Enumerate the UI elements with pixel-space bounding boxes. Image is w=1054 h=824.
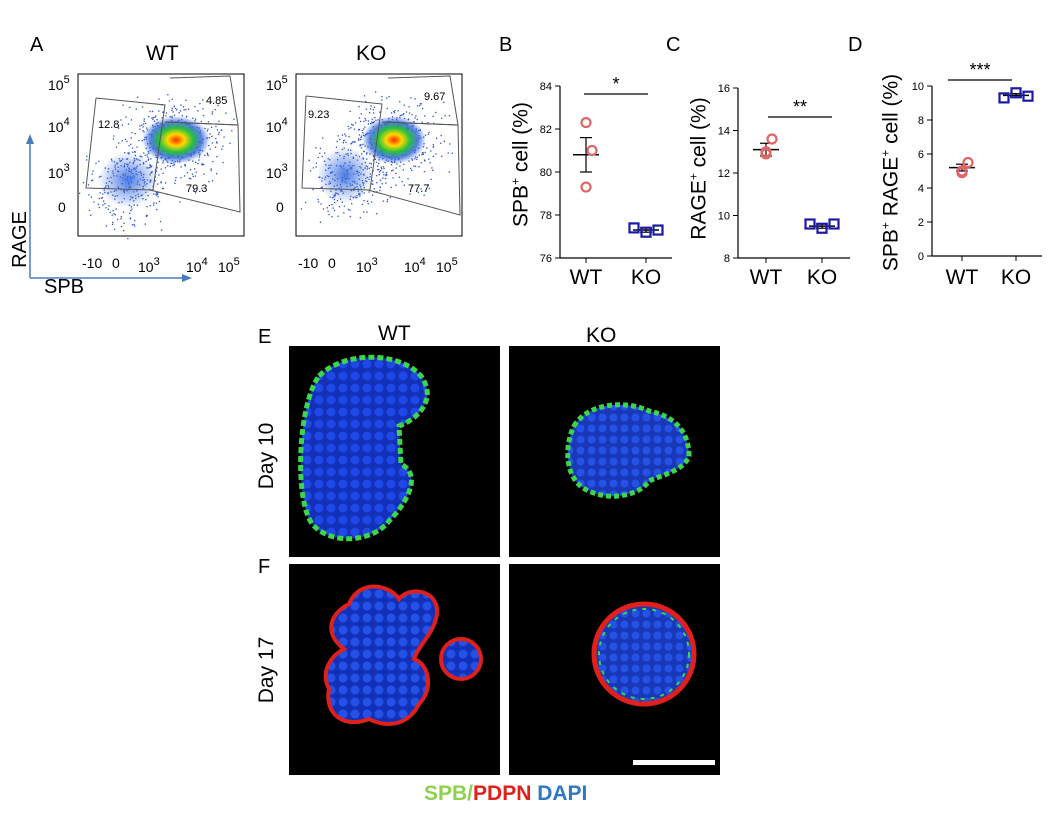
- chart-c: 8 10 12 14 16 WT KO **: [718, 83, 850, 289]
- svg-text:-10: -10: [298, 255, 318, 271]
- y-tick-label: 8: [724, 253, 730, 265]
- y-tick-label: 10: [912, 81, 924, 93]
- data-point-ko: [640, 226, 652, 238]
- y-tick-label: 14: [718, 126, 730, 138]
- spb-axis-label: SPB: [44, 276, 85, 298]
- data-point-wt: [580, 116, 592, 129]
- panel-a-label: A: [30, 34, 44, 56]
- panel-c-label: C: [666, 34, 681, 56]
- y-tick-label: 84: [540, 81, 552, 93]
- sig-label: **: [793, 97, 807, 117]
- flow-ko-title: KO: [356, 42, 387, 65]
- y-tick-label: 4: [918, 183, 924, 195]
- data-point-wt: [586, 144, 598, 157]
- y-tick-label: 8: [918, 115, 924, 127]
- day17-label-wrap: Day 17: [252, 614, 282, 724]
- x-tick-label: KO: [807, 266, 837, 289]
- x-tick-label: WT: [750, 266, 783, 289]
- data-point-wt: [962, 156, 974, 169]
- x-tick-label: KO: [1001, 266, 1031, 289]
- wt-gate-lr: 79.3: [186, 183, 207, 195]
- y-tick-label: 82: [540, 124, 552, 136]
- dot-plot-charts: 76 78 80 82 84 WT KO * 8 10 12 14 16 WT KO ** 0 2 4 6 8 10 WT K…: [540, 60, 1042, 289]
- flow-wt-title: WT: [146, 42, 179, 65]
- x-tick-label: WT: [570, 266, 603, 289]
- chart-b: 76 78 80 82 84 WT KO *: [540, 74, 672, 289]
- ko-gate-ur: 9.67: [424, 91, 445, 103]
- micro-ko-title: KO: [586, 324, 617, 347]
- data-point-wt: [766, 133, 778, 145]
- micrograph-ko-day10: [509, 346, 720, 557]
- data-point-ko: [828, 218, 840, 230]
- data-point-ko: [804, 218, 816, 230]
- flow-cytometry-panel: 12.8 4.85 79.3 9.23 9.67 77.7 1051041030…: [26, 73, 463, 282]
- micrograph-ko-day17: [509, 564, 720, 775]
- day10-label: Day 10: [255, 422, 278, 490]
- data-point-wt: [580, 181, 592, 193]
- y-tick-label: 80: [540, 167, 552, 179]
- y-tick-label: 0: [918, 251, 924, 263]
- flow-plot-ko: 9.23 9.67 77.7: [295, 73, 463, 237]
- y-tick-label: 10: [718, 211, 730, 223]
- data-point-wt: [760, 148, 772, 160]
- y-tick-label: 16: [718, 83, 730, 95]
- ko-gate-lr: 77.7: [408, 183, 429, 195]
- sig-label: *: [612, 74, 619, 94]
- svg-text:-10: -10: [82, 255, 102, 271]
- data-point-ko: [1010, 87, 1022, 99]
- data-point-ko: [998, 92, 1010, 104]
- wt-gate-ul: 12.8: [98, 119, 119, 131]
- data-point-ko: [652, 224, 664, 236]
- chart-d: 0 2 4 6 8 10 WT KO ***: [912, 60, 1042, 289]
- micro-wt-title: WT: [378, 322, 411, 345]
- scale-bar: [633, 760, 715, 765]
- y-tick-label: 12: [718, 168, 730, 180]
- panel-d-label: D: [848, 34, 863, 56]
- panel-e-label: E: [258, 326, 272, 348]
- panel-b-label: B: [499, 34, 513, 56]
- data-point-wt: [956, 165, 968, 177]
- micrograph-wt-day10: [289, 346, 500, 557]
- stain-legend: SPB/PDPN DAPI: [424, 782, 588, 805]
- svg-text:0: 0: [276, 199, 284, 215]
- ko-gate-ul: 9.23: [308, 109, 329, 121]
- micrograph-wt-day17: [289, 564, 500, 775]
- y-tick-label: 2: [918, 217, 924, 229]
- y-tick-label: 76: [540, 253, 552, 265]
- y-tick-label: 6: [918, 149, 924, 161]
- sig-label: ***: [969, 60, 990, 80]
- x-tick-label: KO: [631, 266, 661, 289]
- svg-text:0: 0: [58, 199, 66, 215]
- day17-label: Day 17: [255, 636, 278, 704]
- data-point-ko: [1022, 90, 1034, 102]
- panel-f-label: F: [258, 556, 271, 578]
- wt-gate-ur: 4.85: [206, 95, 227, 107]
- day10-label-wrap: Day 10: [252, 400, 282, 510]
- svg-text:0: 0: [112, 255, 120, 271]
- data-point-ko: [816, 222, 828, 234]
- y-tick-label: 78: [540, 210, 552, 222]
- x-tick-label: WT: [946, 266, 979, 289]
- flow-plot-wt: 12.8 4.85 79.3: [77, 73, 245, 240]
- svg-text:0: 0: [328, 255, 336, 271]
- data-point-ko: [628, 222, 640, 234]
